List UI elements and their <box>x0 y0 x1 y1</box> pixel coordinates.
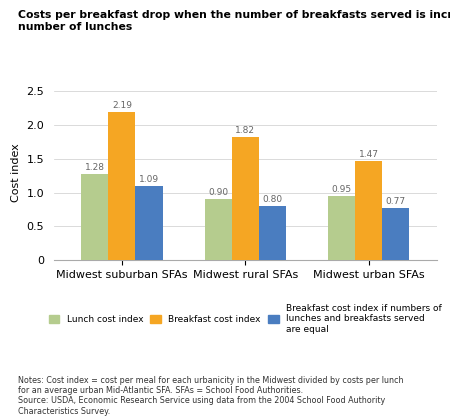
Bar <box>259 206 286 260</box>
Text: Costs per breakfast drop when the number of breakfasts served is increased to eq: Costs per breakfast drop when the number… <box>18 10 450 32</box>
Bar <box>135 186 162 260</box>
Text: 1.47: 1.47 <box>359 150 378 159</box>
Text: 0.77: 0.77 <box>386 197 406 206</box>
Text: Notes: Cost index = cost per meal for each urbanicity in the Midwest divided by : Notes: Cost index = cost per meal for ea… <box>18 375 404 416</box>
Bar <box>108 112 135 260</box>
Text: 0.95: 0.95 <box>332 185 351 194</box>
Legend: Lunch cost index, Breakfast cost index, Breakfast cost index if numbers of
lunch: Lunch cost index, Breakfast cost index, … <box>49 304 442 333</box>
Text: 2.19: 2.19 <box>112 101 132 110</box>
Text: 1.82: 1.82 <box>235 126 255 135</box>
Text: 1.09: 1.09 <box>139 176 159 184</box>
Text: 0.80: 0.80 <box>262 195 283 204</box>
Bar <box>81 173 108 260</box>
Bar <box>382 208 410 260</box>
Text: 0.90: 0.90 <box>208 188 228 197</box>
Bar <box>355 161 382 260</box>
Y-axis label: Cost index: Cost index <box>11 143 21 202</box>
Bar <box>328 196 355 260</box>
Bar <box>232 137 259 260</box>
Text: 1.28: 1.28 <box>85 163 105 171</box>
Bar <box>205 200 232 260</box>
